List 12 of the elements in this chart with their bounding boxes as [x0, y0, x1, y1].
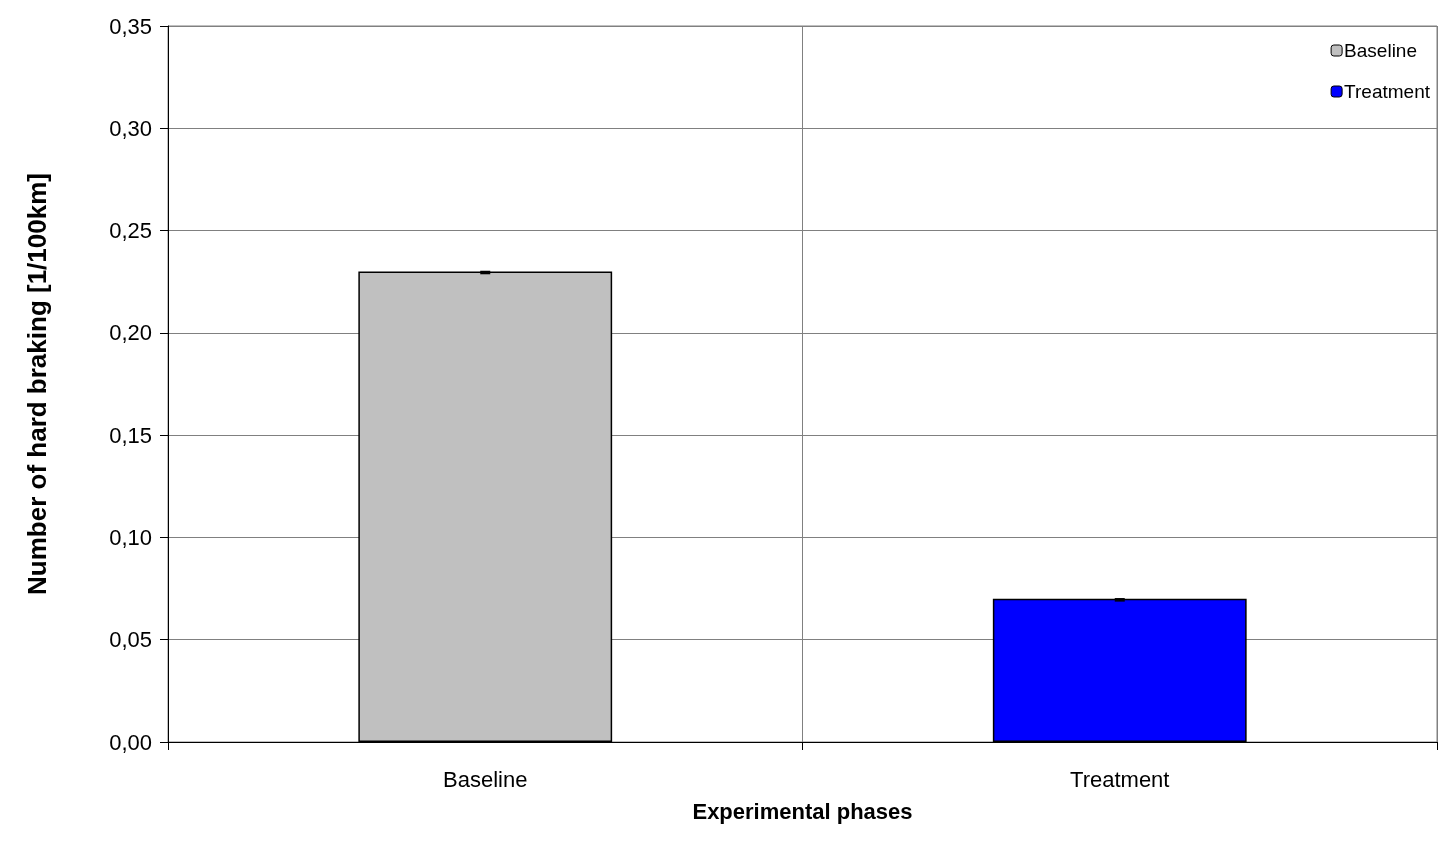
y-tick-label: 0,25	[109, 218, 152, 244]
y-tick-label: 0,15	[109, 422, 152, 448]
x-axis-title: Experimental phases	[692, 798, 913, 824]
y-tick-label: 0,00	[109, 729, 152, 755]
y-tick-label: 0,30	[109, 115, 152, 141]
y-axis-title: Number of hard braking [1/100km]	[22, 173, 52, 595]
y-tick-label: 0,05	[109, 627, 152, 653]
y-tick-label: 0,35	[109, 13, 152, 39]
y-tick-label: 0,10	[109, 524, 152, 550]
legend-label: Baseline	[1344, 40, 1418, 61]
legend-label: Treatment	[1344, 81, 1431, 102]
y-tick-label: 0,20	[109, 320, 152, 346]
